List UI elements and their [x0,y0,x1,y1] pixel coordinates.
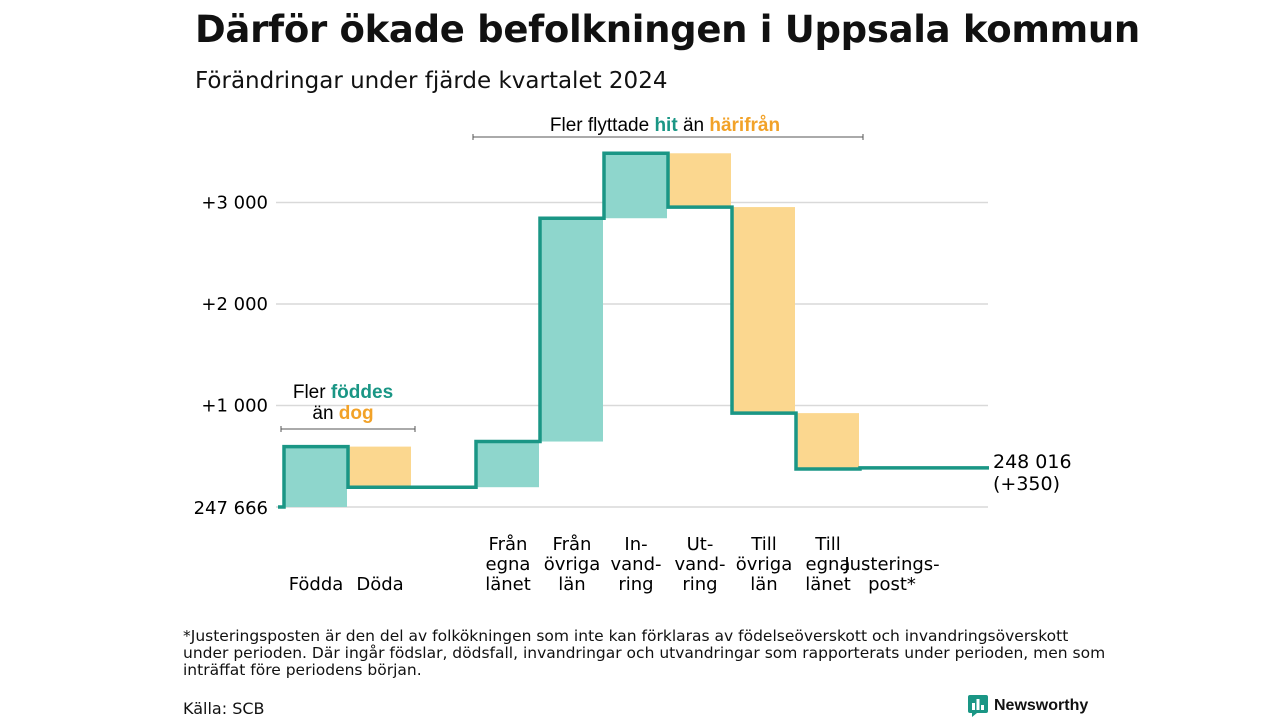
newsworthy-logo: Newsworthy [968,695,1088,717]
births-annotation-text-2: än [312,403,333,424]
category-label: Justerings- [843,554,939,575]
category-label: övriga [736,554,793,575]
category-label: länet [805,574,851,595]
births-bracket [280,426,416,432]
births-annotation-text: Fler [293,382,326,403]
y-tick-label: +2 000 [201,294,268,315]
category-label: vand- [610,554,661,575]
bar-frånövrigalän [540,218,603,442]
logo-text: Newsworthy [994,697,1089,714]
births-annotation-highlight-2: dog [339,403,374,424]
bar-tillövrigalän [732,207,795,414]
bar-födda [284,446,347,507]
bar-invandring [604,153,667,219]
end-value-label: 248 016 [993,451,1072,473]
category-label: egna [486,554,531,575]
category-label: län [558,574,585,595]
category-label: Ut- [687,534,714,555]
category-label: länet [485,574,531,595]
category-label: post* [868,574,916,595]
category-label: ring [682,574,717,595]
category-label: övriga [544,554,601,575]
births-annotation: Fler föddes än dog [280,382,416,432]
category-label: Döda [356,574,403,595]
category-label: vand- [674,554,725,575]
category-label: Till [814,534,840,555]
category-label: In- [624,534,647,555]
migration-annotation-highlight-1: hit [654,115,678,136]
category-label: län [750,574,777,595]
y-tick-label: +3 000 [201,193,268,214]
start-value-label: 247 666 [194,498,268,519]
y-tick-label: +1 000 [201,396,268,417]
category-label: egna [806,554,851,575]
end-change-label: (+350) [993,473,1060,495]
bar-tillegnalänet [796,413,859,469]
bar-frånegnalänet [476,441,539,488]
migration-annotation-highlight-2: härifrån [709,115,780,136]
footnote: *Justeringsposten är den del av folkökni… [183,627,1106,679]
migration-annotation-text-2: än [683,115,704,136]
bar-chart-logo-icon [968,695,988,717]
svg-text:än dog: än dog [312,403,373,424]
chart-title: Därför ökade befolkningen i Uppsala komm… [195,8,1140,51]
migration-annotation: Fler flyttade hit än härifrån [472,115,864,140]
category-labels: Födda DödaFrånegnalänetFrånövrigalänIn-va… [289,534,940,595]
waterfall-chart: +1 000+2 000+3 000 Födda DödaFrånegnaläne… [194,115,1072,595]
bar-utvandring [668,153,731,208]
running-total-line [278,151,989,509]
category-label: ring [618,574,653,595]
category-label: Födda [289,574,344,595]
y-tick-labels: +1 000 +2 000 +3 000 [201,193,268,417]
bars [284,153,859,507]
bar-döda [348,446,411,488]
source: Källa: SCB [183,699,265,718]
migration-annotation-text: Fler flyttade [550,115,649,136]
births-annotation-highlight: föddes [331,382,393,403]
svg-text:Fler flyttade hit: Fler flyttade hit än härifrån [550,115,780,136]
svg-text:Fler föddes: Fler föddes [293,382,393,403]
category-label: Till [750,534,776,555]
chart-subtitle: Förändringar under fjärde kvartalet 2024 [195,68,668,94]
category-label: Från [553,534,592,555]
migration-bracket [472,134,864,140]
category-label: Från [489,534,528,555]
